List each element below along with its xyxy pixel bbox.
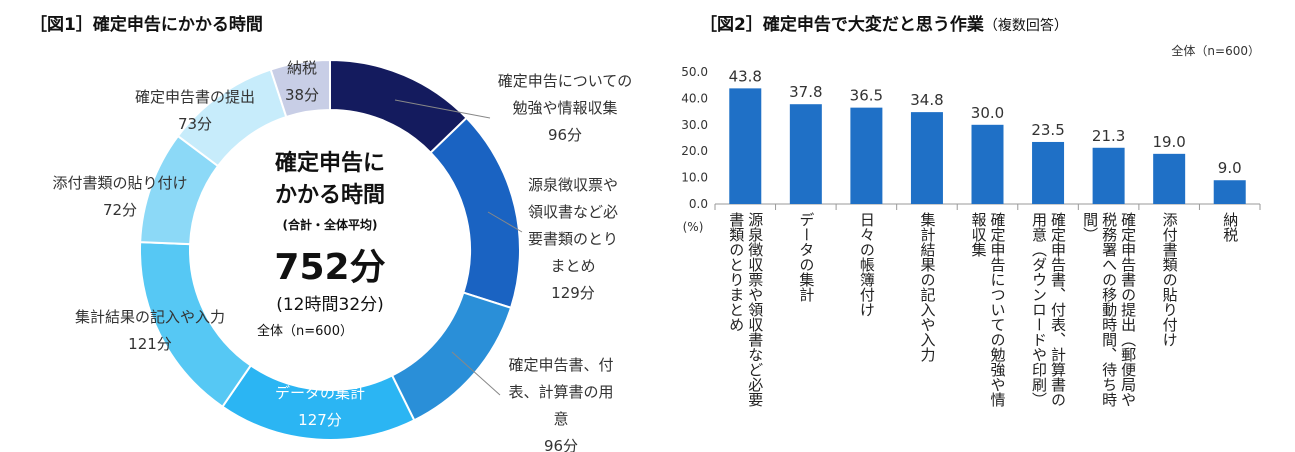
bar: [910, 112, 943, 204]
sample-note: 全体（n=600）: [1171, 44, 1260, 58]
leader-line: [394, 99, 491, 119]
leader-line: [451, 351, 501, 396]
slice-label: データの集計 127分: [260, 380, 380, 434]
y-tick-label: 50.0: [681, 65, 708, 79]
bar: [789, 104, 822, 204]
x-tick-label: データの集計: [797, 212, 816, 302]
slice-category: 確定申告についての勉強や情報収集: [497, 72, 633, 117]
y-tick-label: 0.0: [689, 197, 708, 211]
value-label: 23.5: [1031, 121, 1064, 139]
slice-label: 確定申告についての勉強や情報収集 96分: [495, 68, 635, 149]
slice-value: 96分: [547, 126, 583, 144]
slice-category: データの集計: [274, 384, 365, 402]
value-label: 9.0: [1218, 159, 1242, 177]
slice-label: 確定申告書の提出 73分: [115, 84, 275, 138]
slice-label: 源泉徴収票や領収書など必要書類のとりまとめ 129分: [525, 172, 621, 307]
x-tick-label: 集計結果の記入や入力: [918, 212, 937, 362]
slice-label: 添付書類の貼り付け 72分: [40, 170, 200, 224]
bar: [850, 107, 883, 204]
bar: [729, 88, 762, 204]
value-label: 36.5: [850, 87, 883, 105]
value-label: 30.0: [971, 104, 1004, 122]
center-note: 全体（n=600）: [257, 324, 353, 339]
donut-slice: [269, 58, 331, 119]
slice-label: 確定申告書、付表、計算書の用意 96分: [505, 352, 617, 452]
chart-title-main: ［図2］確定申告で大変だと思う作業: [700, 15, 984, 35]
y-tick-label: 40.0: [681, 91, 708, 105]
center-title: 確定申告にかかる時間: [274, 151, 385, 208]
slice-category: 確定申告書、付表、計算書の用意: [508, 356, 614, 428]
center-total: 752分: [274, 247, 386, 288]
bar: [1153, 153, 1186, 204]
bar: [1213, 180, 1246, 204]
bar: [1032, 141, 1065, 204]
value-label: 43.8: [729, 67, 762, 85]
chart-title: ［図2］確定申告で大変だと思う作業（複数回答）: [700, 10, 1068, 35]
x-tick-label: 源泉徴収票や領収書など必要書類のとりまとめ: [727, 212, 765, 407]
bar: [1092, 147, 1125, 204]
x-tick-label: 確定申告についての勉強や情報収集: [969, 212, 1007, 407]
slice-label: 集計結果の記入や入力 121分: [60, 304, 240, 358]
slice-category: 集計結果の記入や入力: [74, 308, 225, 326]
chart-subtitle: （複数回答）: [983, 18, 1068, 34]
center-subtitle: (合計・全体平均): [282, 218, 378, 232]
y-tick-label: 30.0: [681, 118, 708, 132]
slice-category: 源泉徴収票や領収書など必要書類のとりまとめ: [527, 176, 618, 275]
bar: [971, 124, 1004, 204]
value-label: 21.3: [1092, 127, 1125, 145]
slice-category: 添付書類の貼り付け: [52, 174, 188, 192]
slice-value: 96分: [543, 437, 579, 452]
value-label: 34.8: [910, 91, 943, 109]
center-total-alt: (12時間32分): [276, 295, 384, 315]
slice-category: 確定申告書の提出: [134, 88, 255, 106]
slice-value: 72分: [102, 201, 138, 219]
x-tick-label: 納税: [1221, 212, 1240, 242]
slice-value: 129分: [551, 284, 595, 302]
x-tick-label: 日々の帳簿付け: [857, 212, 876, 317]
slice-value: 38分: [284, 86, 320, 104]
value-label: 19.0: [1152, 133, 1185, 151]
x-tick-label: 確定申告書、付表、計算書の用意（ダウンロードや印刷）: [1030, 212, 1068, 407]
y-tick-label: 10.0: [681, 171, 708, 185]
x-tick-label: 確定申告書の提出（郵便局や税務署への移動時間、待ち時間）: [1081, 212, 1138, 407]
value-label: 37.8: [789, 83, 822, 101]
chart-title: ［図1］確定申告にかかる時間: [30, 15, 263, 35]
slice-label: 納税 38分: [272, 55, 332, 109]
leader-line: [487, 211, 523, 233]
slice-value: 127分: [298, 411, 342, 429]
x-tick-label: 添付書類の貼り付け: [1160, 212, 1179, 347]
slice-value: 121分: [128, 335, 172, 353]
y-tick-label: 20.0: [681, 144, 708, 158]
slice-value: 73分: [177, 115, 213, 133]
slice-category: 納税: [286, 59, 317, 77]
y-unit: (%): [682, 220, 704, 234]
